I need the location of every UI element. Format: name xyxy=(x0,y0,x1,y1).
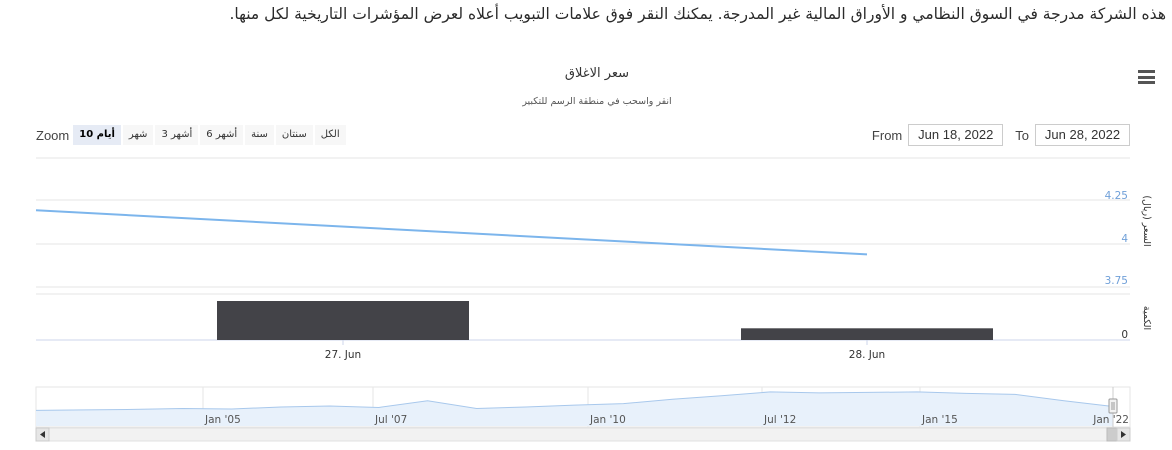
scroll-left-arrow-icon xyxy=(40,431,45,438)
navigator-tick-label: Jul '07 xyxy=(374,414,407,426)
navigator-tick-label: Jan '22 xyxy=(1092,414,1129,426)
range-button-all[interactable]: الكل xyxy=(314,125,346,145)
range-button-6-months[interactable]: 6 أشهر xyxy=(200,125,244,145)
volume-axis-title: الكمية xyxy=(1141,306,1152,330)
volume-tick-label: 0 xyxy=(1121,329,1128,341)
chart-subtitle: انقر واسحب في منطقة الرسم للتكبير xyxy=(521,96,671,107)
navigator-tick-label: Jan '05 xyxy=(204,414,241,426)
scroll-right-arrow-icon xyxy=(1121,431,1126,438)
range-button-1-year[interactable]: سنة xyxy=(245,125,274,145)
range-button-10-days[interactable]: 10 أيام xyxy=(73,125,121,145)
date-range-inputs: From Jun 18, 2022 To Jun 28, 2022 xyxy=(872,123,1130,147)
x-tick-label: 28. Jun xyxy=(849,349,885,361)
range-button-1-month[interactable]: شهر xyxy=(122,125,154,145)
price-tick-label: 4 xyxy=(1121,233,1128,245)
navigator-tick-label: Jan '10 xyxy=(589,414,626,426)
navigator-line xyxy=(35,391,1114,411)
navigator-area xyxy=(36,391,1113,426)
range-button-3-months[interactable]: 3 أشهر xyxy=(155,125,199,145)
price-tick-label: 4.25 xyxy=(1105,190,1128,202)
price-tick-label: 3.75 xyxy=(1105,275,1128,287)
to-label: To xyxy=(1015,127,1029,143)
range-selector: Zoom 10 أيام شهر 3 أشهر 6 أشهر سنة سنتان… xyxy=(36,124,346,146)
from-label: From xyxy=(871,127,903,143)
price-series-line[interactable] xyxy=(35,209,868,256)
scrollbar-track[interactable] xyxy=(35,427,1131,442)
zoom-label: Zoom xyxy=(36,127,70,143)
chart-title: سعر الاغلاق xyxy=(565,66,629,81)
company-listing-description: هذه الشركة مدرجة في السوق النظامي و الأو… xyxy=(229,5,1166,23)
volume-bar[interactable] xyxy=(217,301,469,340)
navigator-tick-label: Jan '15 xyxy=(921,414,958,426)
navigator-handle[interactable] xyxy=(1108,398,1118,414)
volume-bar[interactable] xyxy=(741,328,993,340)
scrollbar-thumb[interactable] xyxy=(1106,427,1118,442)
range-button-2-years[interactable]: سنتان xyxy=(275,125,313,145)
price-axis-title: السعر (ريال) xyxy=(1141,195,1152,246)
hamburger-menu-icon[interactable] xyxy=(1138,70,1155,86)
navigator-tick-label: Jul '12 xyxy=(763,414,796,426)
to-date-input[interactable]: Jun 28, 2022 xyxy=(1035,124,1130,146)
navigator-labels: Jan '05 Jul '07 Jan '10 Jul '12 Jan '15 Jan '… xyxy=(204,414,1129,426)
x-tick-label: 27. Jun xyxy=(325,349,361,361)
from-date-input[interactable]: Jun 18, 2022 xyxy=(908,124,1004,146)
